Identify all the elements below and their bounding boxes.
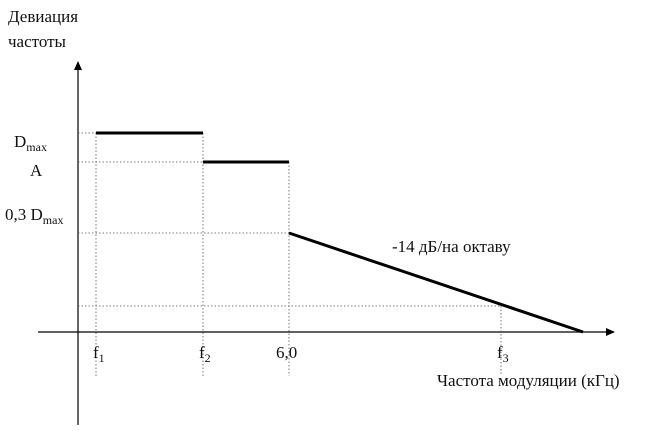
label-text: D <box>14 132 26 151</box>
y-label: Dmax <box>14 132 47 154</box>
subscript: max <box>26 140 47 154</box>
x-label: 6,0 <box>276 343 297 362</box>
label-text: 0,3 D <box>5 205 43 224</box>
label-text: f <box>93 343 99 362</box>
slope-label: -14 дБ/на октаву <box>392 237 511 256</box>
subscript: 1 <box>99 351 105 365</box>
label-text: f <box>497 343 503 362</box>
y-label: 0,3 Dmax <box>5 205 63 227</box>
x-label: f2 <box>199 343 211 365</box>
subscript: 3 <box>503 351 509 365</box>
x-axis-title: Частота модуляции (кГц) <box>437 371 620 390</box>
label-text: A <box>30 161 43 180</box>
subscript: max <box>43 213 64 227</box>
y-axis-title: частоты <box>8 32 67 51</box>
x-label: f3 <box>497 343 509 365</box>
subscript: 2 <box>205 351 211 365</box>
y-axis-title: Девиация <box>8 7 78 26</box>
deviation-curve <box>288 231 584 334</box>
label-text: f <box>199 343 205 362</box>
x-label: f1 <box>93 343 105 365</box>
y-label: A <box>30 161 43 180</box>
label-text: 6,0 <box>276 343 297 362</box>
